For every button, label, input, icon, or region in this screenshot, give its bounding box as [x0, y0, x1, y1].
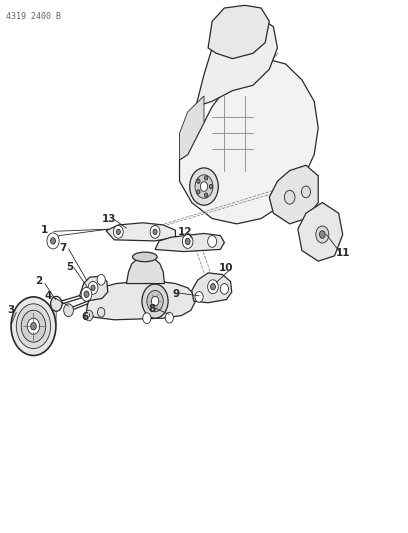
Polygon shape: [155, 233, 224, 252]
Text: 6: 6: [81, 312, 89, 322]
Polygon shape: [86, 281, 195, 320]
Circle shape: [302, 186, 310, 198]
Polygon shape: [126, 257, 164, 284]
Polygon shape: [192, 273, 232, 303]
Circle shape: [11, 297, 56, 356]
Text: 12: 12: [177, 227, 192, 237]
Polygon shape: [180, 96, 204, 160]
Circle shape: [151, 296, 159, 306]
Text: 7: 7: [60, 243, 67, 253]
Text: 10: 10: [219, 263, 234, 272]
Text: 4319 2400 B: 4319 2400 B: [6, 12, 61, 21]
Text: 3: 3: [7, 305, 14, 315]
Text: 5: 5: [66, 262, 73, 271]
Polygon shape: [106, 223, 175, 241]
Polygon shape: [180, 59, 318, 224]
Text: 4: 4: [44, 291, 52, 301]
Circle shape: [197, 190, 200, 194]
Circle shape: [190, 168, 218, 205]
Circle shape: [143, 313, 151, 324]
Circle shape: [284, 190, 295, 204]
Text: 1: 1: [41, 225, 49, 235]
Circle shape: [204, 193, 208, 197]
Circle shape: [208, 280, 218, 294]
Circle shape: [51, 238, 55, 244]
Circle shape: [81, 287, 92, 301]
Circle shape: [147, 290, 163, 312]
Circle shape: [98, 308, 105, 317]
Circle shape: [47, 233, 59, 249]
Circle shape: [200, 182, 208, 191]
Circle shape: [64, 304, 73, 317]
Text: 11: 11: [335, 248, 350, 258]
Circle shape: [185, 238, 190, 245]
Circle shape: [195, 292, 203, 302]
Circle shape: [16, 304, 51, 349]
Circle shape: [204, 176, 208, 180]
Circle shape: [31, 322, 36, 330]
Polygon shape: [208, 5, 269, 59]
Ellipse shape: [133, 252, 157, 262]
Polygon shape: [196, 16, 277, 107]
Circle shape: [51, 296, 62, 311]
Polygon shape: [80, 276, 108, 301]
Circle shape: [153, 229, 157, 235]
Circle shape: [316, 226, 329, 243]
Circle shape: [84, 291, 89, 297]
Polygon shape: [269, 165, 318, 224]
Text: 9: 9: [173, 289, 180, 299]
Circle shape: [113, 225, 123, 238]
Text: 2: 2: [35, 277, 42, 286]
Circle shape: [85, 310, 93, 321]
Circle shape: [197, 179, 200, 183]
Circle shape: [150, 225, 160, 238]
Circle shape: [21, 310, 46, 342]
Circle shape: [27, 318, 40, 334]
Circle shape: [88, 281, 98, 294]
Text: 8: 8: [148, 304, 155, 314]
Circle shape: [91, 285, 95, 290]
Circle shape: [182, 235, 193, 248]
Circle shape: [211, 284, 215, 290]
Circle shape: [209, 184, 213, 189]
Circle shape: [220, 284, 228, 294]
Circle shape: [116, 229, 120, 235]
Circle shape: [142, 284, 168, 318]
Circle shape: [195, 175, 213, 198]
Polygon shape: [298, 203, 343, 261]
Circle shape: [165, 312, 173, 323]
Circle shape: [319, 231, 325, 238]
Circle shape: [97, 274, 105, 285]
Text: 13: 13: [102, 214, 117, 223]
Circle shape: [208, 236, 217, 247]
